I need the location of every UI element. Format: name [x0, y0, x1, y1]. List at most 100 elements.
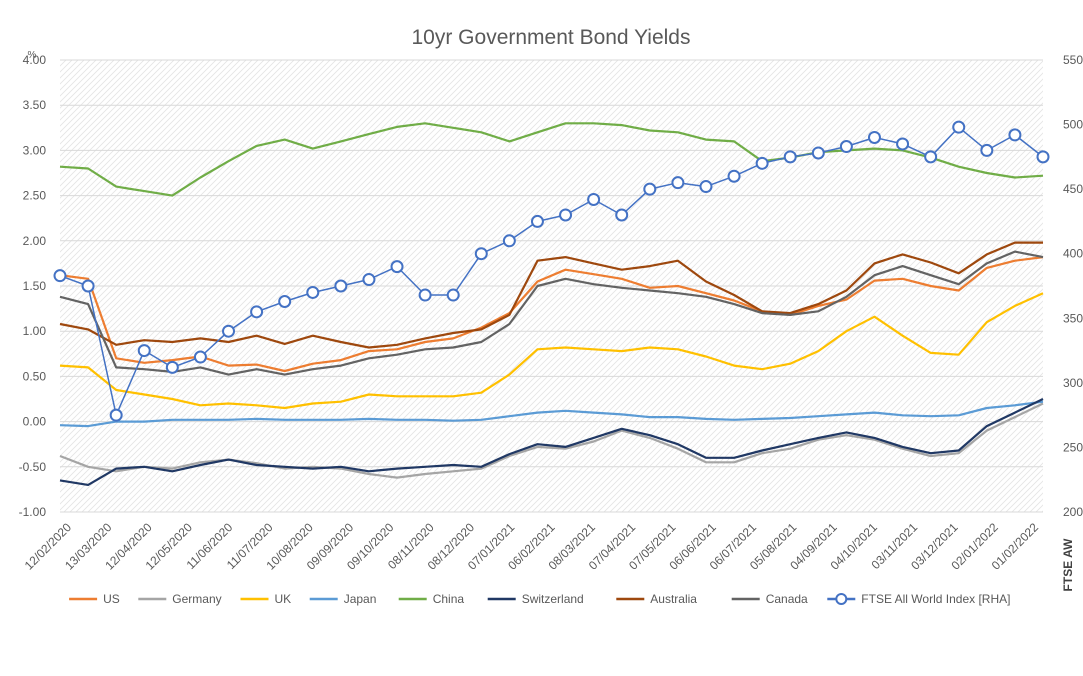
y-right-tick-label: 250	[1063, 440, 1083, 454]
legend-label: Japan	[344, 592, 377, 606]
y-left-tick-label: 1.50	[23, 279, 47, 293]
data-point	[362, 273, 376, 287]
data-point	[671, 176, 685, 190]
data-point	[137, 344, 151, 358]
data-point	[81, 279, 95, 293]
legend-label: UK	[275, 592, 292, 606]
data-point	[839, 140, 853, 154]
data-point	[1036, 150, 1050, 164]
legend-label: Switzerland	[522, 592, 584, 606]
data-point	[559, 208, 573, 222]
series-layer	[53, 120, 1050, 486]
y-right-tick-label: 300	[1063, 376, 1083, 390]
y-left-tick-label: 2.50	[23, 189, 47, 203]
data-point	[193, 350, 207, 364]
x-axis: 12/02/202013/03/202012/04/202012/05/2020…	[22, 520, 1042, 573]
series-ftse-all-world-index-rha-	[53, 120, 1050, 422]
data-point	[980, 143, 994, 157]
y-right-tick-label: 450	[1063, 182, 1083, 196]
legend-label: China	[433, 592, 465, 606]
data-point	[278, 294, 292, 308]
data-point	[952, 120, 966, 134]
legend-item: UK	[240, 592, 292, 606]
data-point	[165, 360, 179, 374]
data-point	[222, 324, 236, 338]
data-point	[109, 408, 123, 422]
series-australia	[59, 241, 1043, 349]
series-uk	[59, 292, 1044, 410]
legend-item: Japan	[309, 592, 377, 606]
legend-label: Australia	[650, 592, 697, 606]
legend-item: Australia	[616, 592, 697, 606]
legend-item: Germany	[138, 592, 222, 606]
data-point	[474, 247, 488, 261]
y-left-tick-label: 0.50	[23, 369, 47, 383]
series-line	[59, 398, 1044, 486]
data-point	[390, 260, 404, 274]
chart-title: 10yr Government Bond Yields	[412, 26, 691, 49]
y-right-tick-label: 400	[1063, 247, 1083, 261]
data-point	[587, 192, 601, 206]
y-left-tick-label: 0.00	[23, 415, 47, 429]
series-canada	[59, 250, 1044, 376]
series-line	[59, 250, 1044, 376]
series-japan	[59, 400, 1044, 428]
legend-label: FTSE All World Index [RHA]	[861, 592, 1010, 606]
y-right-label: FTSE AW	[1061, 538, 1075, 592]
data-point	[615, 208, 629, 222]
data-point	[643, 182, 657, 196]
data-point	[446, 288, 460, 302]
data-point	[867, 130, 881, 144]
series-switzerland	[59, 398, 1044, 486]
legend-label: US	[103, 592, 120, 606]
series-line	[59, 400, 1044, 428]
legend: US Germany UK Japan China Switzerland Australi…	[69, 592, 1010, 606]
data-point	[727, 169, 741, 183]
y-right-tick-label: 500	[1063, 118, 1083, 132]
legend-label: Canada	[766, 592, 808, 606]
legend-item: Canada	[731, 592, 808, 606]
y-right-tick-label: 350	[1063, 311, 1083, 325]
grid	[60, 59, 1043, 513]
y-right-tick-label: 200	[1063, 505, 1083, 519]
legend-item: Switzerland	[487, 592, 584, 606]
y-left-tick-label: -0.50	[19, 460, 47, 474]
series-line	[59, 256, 1044, 373]
legend-label: Germany	[172, 592, 221, 606]
data-point	[1008, 128, 1022, 142]
series-us	[59, 256, 1044, 373]
series-china	[59, 122, 1044, 197]
data-point	[530, 214, 544, 228]
series-line	[59, 241, 1043, 349]
data-point	[53, 269, 67, 283]
y-left-tick-label: 3.00	[23, 143, 47, 157]
y-left-tick-label: 3.50	[23, 98, 47, 112]
data-point	[896, 137, 910, 151]
data-point	[418, 288, 432, 302]
y-left-tick-label: 1.00	[23, 324, 47, 338]
series-line	[59, 122, 1044, 197]
data-point	[755, 156, 769, 170]
data-point	[334, 279, 348, 293]
legend-marker	[835, 593, 848, 605]
legend-item: FTSE All World Index [RHA]	[827, 592, 1010, 606]
data-point	[502, 234, 516, 248]
y-left-tick-label: -1.00	[19, 505, 47, 519]
y-axis-left: -1.00 -0.50 0.00 0.50 1.00 1.50 2.00 2.50 3.00 3.…	[19, 53, 47, 519]
series-line	[59, 292, 1044, 410]
legend-item: China	[398, 592, 465, 606]
y-axis-right: 200 250 300 350 400 450 500 550	[1063, 53, 1083, 519]
data-point	[783, 150, 797, 164]
y-right-tick-label: 550	[1063, 53, 1083, 67]
legend-item: US	[69, 592, 120, 606]
data-point	[699, 180, 713, 194]
y-left-tick-label: 4.00	[23, 53, 47, 67]
y-left-unit-label: %	[28, 50, 37, 61]
data-point	[924, 150, 938, 164]
data-point	[306, 285, 320, 299]
data-point	[250, 305, 264, 319]
y-left-tick-label: 2.00	[23, 234, 47, 248]
data-point	[811, 146, 825, 160]
